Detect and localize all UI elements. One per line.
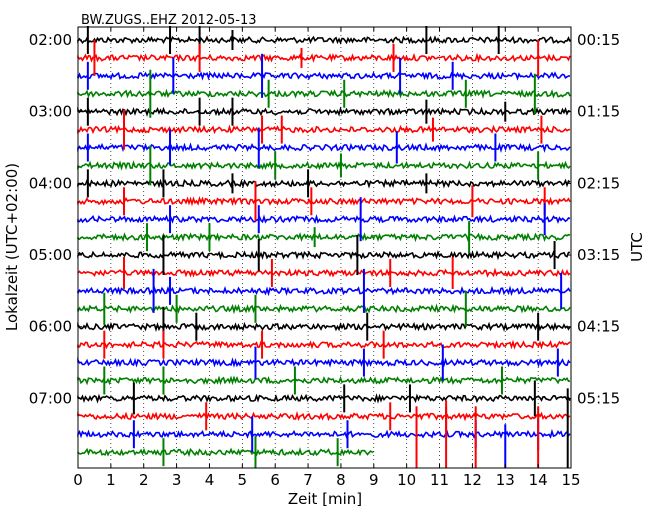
x-axis-label: Zeit [min] — [288, 490, 362, 508]
trace-line — [77, 71, 571, 81]
trace-line — [77, 321, 571, 333]
x-tick-label: 0 — [73, 471, 83, 489]
trace-layer — [77, 35, 571, 458]
trace-line — [77, 267, 571, 278]
trace-line — [77, 142, 571, 153]
y-tick-label-left: 04:00 — [29, 174, 72, 192]
y-tick-label-right: 04:15 — [577, 318, 620, 336]
trace-line — [77, 410, 571, 422]
y-tick-label-left: 05:00 — [29, 246, 72, 264]
x-tick-label: 15 — [561, 471, 580, 489]
y-tick-label-right: 01:15 — [577, 103, 620, 121]
trace-line — [77, 160, 571, 171]
x-tick-label: 10 — [397, 471, 416, 489]
x-tick-label: 9 — [369, 471, 379, 489]
trace-line — [77, 249, 571, 261]
x-tick-label: 5 — [238, 471, 248, 489]
x-tick-label: 8 — [336, 471, 346, 489]
x-tick-label: 4 — [205, 471, 215, 489]
plot-frame — [77, 26, 572, 469]
trace-line — [77, 178, 571, 189]
tick-layer — [77, 27, 572, 468]
trace-line — [77, 88, 571, 99]
x-tick-label: 12 — [463, 471, 482, 489]
tick-label-layer: 0 1 2 3 4 5 6 7 8 9 10 11 12 13 14 1502:0003:0004:0005:… — [29, 31, 620, 489]
x-tick-label: 3 — [172, 471, 182, 489]
y-tick-label-left: 06:00 — [29, 318, 72, 336]
trace-line — [77, 339, 571, 350]
y-tick-label-left: 03:00 — [29, 103, 72, 121]
y-tick-label-right: 05:15 — [577, 389, 620, 407]
x-tick-label: 14 — [529, 471, 548, 489]
trace-line — [77, 232, 571, 243]
trace-line — [77, 303, 571, 315]
chart-title: BW.ZUGS..EHZ 2012-05-13 — [81, 13, 257, 28]
trace-line — [77, 375, 571, 386]
x-tick-label: 11 — [430, 471, 449, 489]
x-tick-label: 13 — [496, 471, 515, 489]
trace-line — [77, 393, 571, 404]
y-axis-label-right: UTC — [628, 232, 646, 262]
trace-line — [77, 106, 571, 117]
trace-line — [77, 428, 571, 439]
y-axis-label-left: Lokalzeit (UTC+02:00) — [3, 163, 21, 331]
trace-line — [77, 35, 571, 46]
trace-line — [77, 52, 571, 64]
trace-line — [77, 196, 571, 207]
x-tick-label: 1 — [106, 471, 116, 489]
trace-line — [77, 285, 571, 297]
y-tick-label-right: 03:15 — [577, 246, 620, 264]
x-tick-label: 7 — [303, 471, 313, 489]
x-tick-label: 2 — [139, 471, 149, 489]
spike-layer — [86, 26, 569, 469]
y-tick-label-left: 02:00 — [29, 31, 72, 49]
trace-line — [77, 357, 571, 368]
trace-line — [77, 447, 374, 458]
y-tick-label-left: 07:00 — [29, 389, 72, 407]
x-tick-label: 6 — [270, 471, 280, 489]
trace-line — [77, 213, 571, 225]
y-tick-label-right: 00:15 — [577, 31, 620, 49]
y-tick-label-right: 02:15 — [577, 174, 620, 192]
trace-line — [77, 124, 571, 135]
